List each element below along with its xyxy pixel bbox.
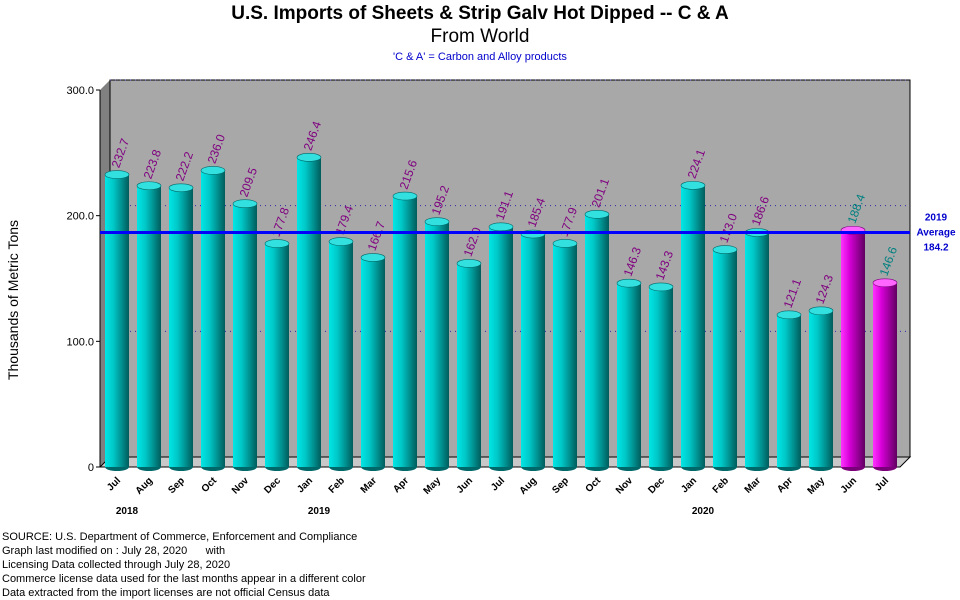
- bar: [553, 243, 577, 467]
- bar: [649, 286, 673, 467]
- year-label: 2018: [116, 506, 139, 517]
- bar: [297, 157, 321, 467]
- y-tick-label: 0: [88, 462, 94, 474]
- bar: [393, 196, 417, 467]
- bar: [521, 234, 545, 467]
- bar: [617, 283, 641, 467]
- year-label: 2019: [308, 506, 331, 517]
- x-tick-label: Mar: [743, 475, 763, 495]
- bar-top-cap: [104, 170, 130, 179]
- y-tick-label: 200.0: [66, 211, 94, 223]
- x-tick-label: Jan: [295, 475, 315, 495]
- x-tick-label: Feb: [327, 475, 347, 495]
- bar-top-cap: [584, 209, 610, 219]
- bar-top-cap: [392, 191, 418, 201]
- x-tick-label: Nov: [614, 475, 635, 496]
- bar: [233, 203, 257, 467]
- bar-top-cap: [200, 166, 226, 175]
- source-line: Commerce license data used for the last …: [2, 573, 366, 585]
- bar-top-cap: [168, 183, 194, 193]
- x-tick-label: May: [422, 475, 444, 497]
- y-tick-label: 300.0: [66, 85, 94, 97]
- bar: [489, 226, 513, 467]
- bar-top-cap: [680, 181, 706, 190]
- bar-top-cap: [872, 278, 898, 288]
- bar: [425, 221, 449, 467]
- x-tick-label: Jan: [679, 475, 699, 495]
- bar-top-cap: [712, 245, 738, 254]
- source-line: Licensing Data collected through July 28…: [2, 559, 231, 571]
- x-tick-label: Jul: [489, 475, 507, 493]
- bar-top-cap: [648, 282, 674, 292]
- bar-top-cap: [296, 153, 322, 162]
- x-tick-label: Apr: [391, 475, 411, 495]
- bar: [201, 170, 225, 467]
- x-tick-label: Sep: [166, 475, 187, 496]
- bar: [841, 230, 865, 467]
- chart-title-line2: From World: [430, 26, 530, 47]
- average-label: 184.2: [923, 243, 948, 254]
- x-tick-label: Dec: [646, 475, 667, 496]
- bar-top-cap: [456, 259, 482, 268]
- chart-subtitle: 'C & A' = Carbon and Alloy products: [393, 51, 567, 63]
- bar-top-cap: [776, 310, 802, 320]
- x-tick-label: Aug: [518, 475, 540, 497]
- x-tick-label: Aug: [134, 475, 156, 497]
- source-line: SOURCE: U.S. Department of Commerce, Enf…: [2, 531, 358, 543]
- y-tick-label: 100.0: [66, 336, 94, 348]
- average-label: Average: [916, 228, 956, 239]
- bar: [873, 282, 897, 467]
- x-tick-label: Sep: [550, 475, 571, 496]
- x-tick-label: Jul: [873, 475, 891, 493]
- source-line: Data extracted from the import licenses …: [2, 587, 330, 599]
- bar: [681, 185, 705, 468]
- x-tick-label: Oct: [584, 475, 604, 495]
- x-tick-label: May: [806, 475, 828, 497]
- bar: [777, 314, 801, 467]
- bar-top-cap: [232, 199, 258, 209]
- source-line: Graph last modified on : July 28, 2020 w…: [2, 545, 226, 557]
- source-notes: SOURCE: U.S. Department of Commerce, Enf…: [2, 530, 562, 600]
- bar: [361, 257, 385, 467]
- average-label: 2019: [925, 213, 948, 224]
- x-tick-label: Jun: [839, 475, 859, 495]
- x-tick-label: Apr: [775, 475, 795, 495]
- bar: [457, 263, 481, 467]
- x-tick-label: Jun: [455, 475, 475, 495]
- x-tick-label: Nov: [230, 475, 251, 496]
- bar: [329, 241, 353, 467]
- x-tick-label: Mar: [359, 475, 379, 495]
- x-tick-label: Oct: [200, 475, 220, 495]
- year-label: 2020: [692, 506, 715, 517]
- bar-top-cap: [136, 181, 162, 191]
- bar: [169, 187, 193, 467]
- bar-top-cap: [424, 217, 450, 226]
- bar-top-cap: [808, 306, 834, 316]
- bar-top-cap: [488, 222, 514, 232]
- bar: [265, 243, 289, 467]
- x-tick-label: Dec: [262, 475, 283, 496]
- bar: [137, 185, 161, 467]
- bar-top-cap: [264, 239, 290, 248]
- chart-title: U.S. Imports of Sheets & Strip Galv Hot …: [231, 3, 729, 24]
- bar-top-cap: [360, 253, 386, 262]
- bar: [745, 232, 769, 467]
- bar-top-cap: [328, 237, 354, 246]
- bar-top-cap: [552, 239, 578, 248]
- bar: [809, 310, 833, 467]
- x-tick-label: Jul: [105, 475, 123, 493]
- bar: [585, 214, 609, 467]
- bar-top-cap: [616, 278, 642, 288]
- bar: [713, 249, 737, 467]
- bar: [105, 174, 129, 467]
- x-tick-label: Feb: [711, 475, 731, 495]
